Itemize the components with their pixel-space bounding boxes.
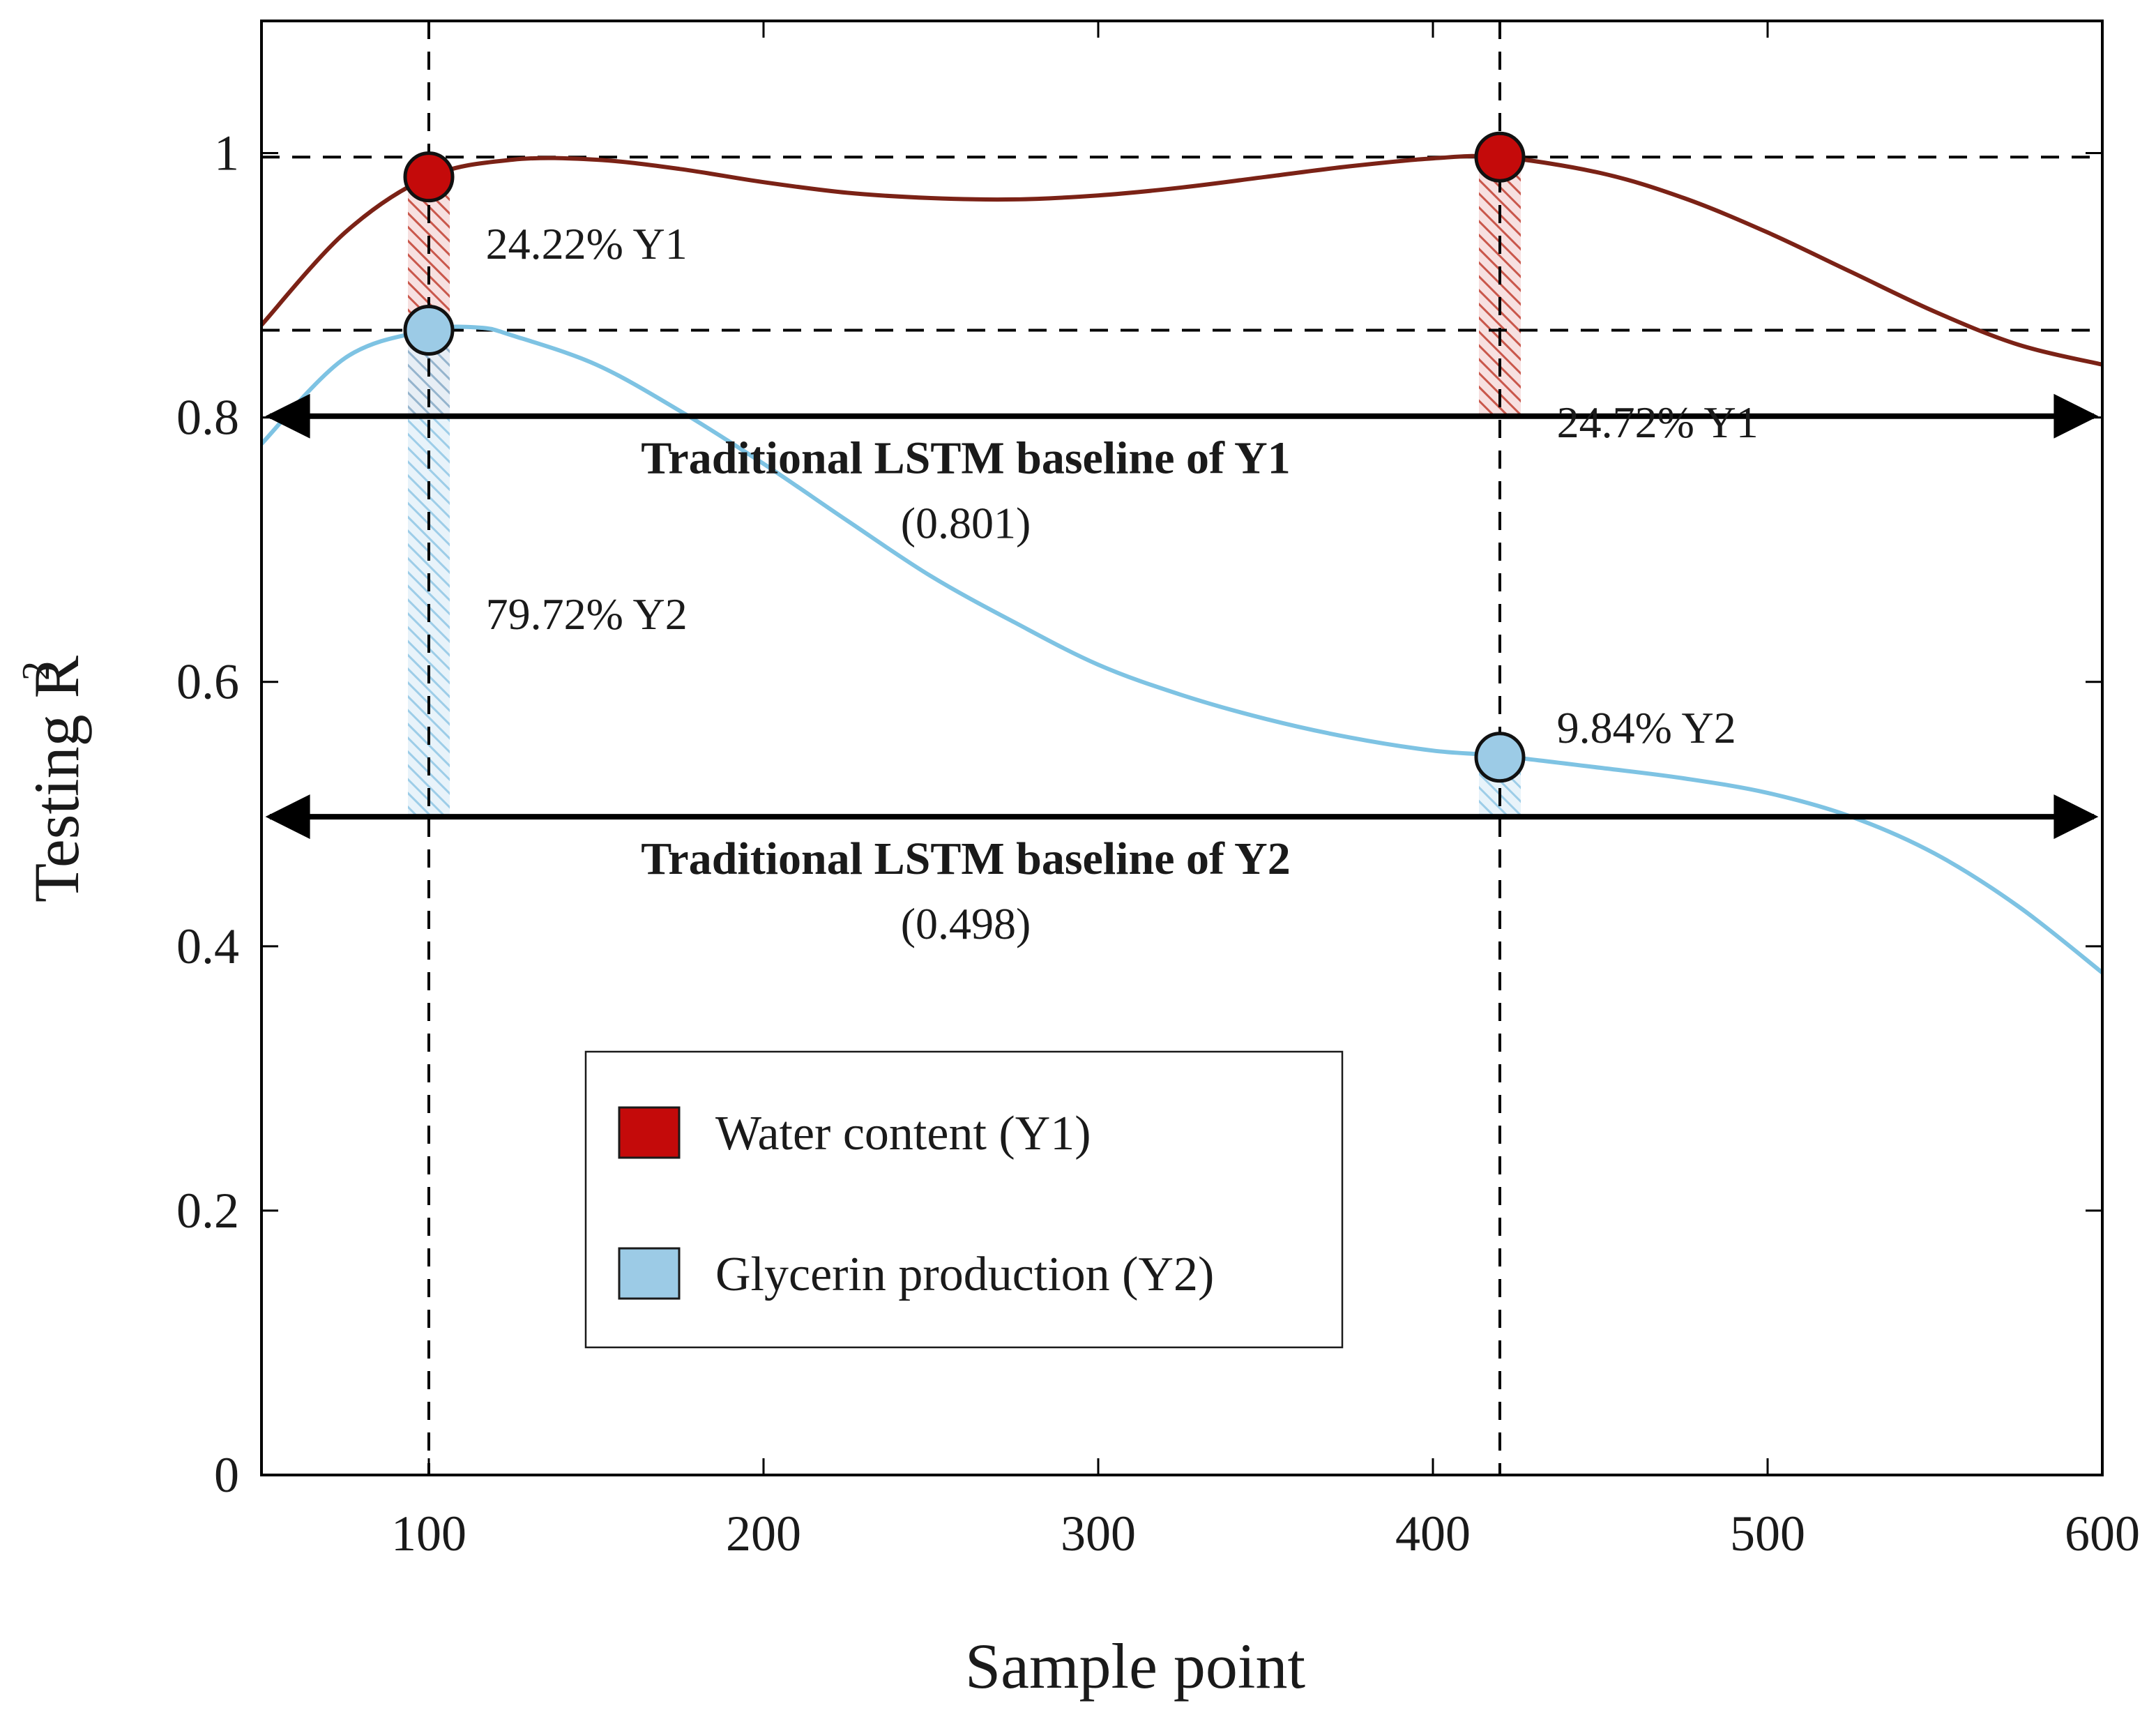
- y-axis-title-superscript: 2: [15, 661, 58, 681]
- y-axis-title-group: Testing R 2: [15, 655, 92, 902]
- x-tick-label-400: 400: [1395, 1506, 1471, 1561]
- x-axis-title: Sample point: [965, 1631, 1306, 1702]
- baseline-value-y1: (0.801): [901, 499, 1031, 548]
- x-tick-label-300: 300: [1061, 1506, 1136, 1561]
- x-tick-label-100: 100: [391, 1506, 466, 1561]
- annotation-0: 24.22% Y1: [486, 219, 688, 268]
- plot-frame: [260, 20, 2104, 1476]
- y-tick-label-1: 0.2: [176, 1183, 239, 1239]
- annotation-2: 24.72% Y1: [1557, 398, 1759, 447]
- y-tick-label-4: 0.8: [176, 390, 239, 446]
- axes: [260, 20, 2104, 1476]
- y-axis-title: Testing R: [21, 655, 92, 902]
- marker-y1-1: [1474, 131, 1526, 183]
- tick-marks: 100 200 300 400 500 600 0 0.2 0.4 0.6 0.8 1: [176, 21, 2140, 1561]
- marker-y2-0: [403, 305, 455, 356]
- y-tick-label-5: 1: [214, 126, 239, 181]
- annotation-3: 9.84% Y2: [1557, 703, 1736, 752]
- x-tick-label-500: 500: [1730, 1506, 1805, 1561]
- annotation-labels: 24.22% Y1 79.72% Y2 24.72% Y1 9.84% Y2: [486, 219, 1759, 752]
- improvement-band-y1-1: [1479, 157, 1521, 416]
- marker-y2-1: [1474, 732, 1526, 783]
- annotation-1: 79.72% Y2: [486, 589, 688, 639]
- highlight-markers: [403, 131, 1526, 783]
- legend-label-glycerin-production: Glycerin production (Y2): [715, 1248, 1214, 1301]
- series-line-water-content: [259, 153, 2103, 367]
- legend-label-water-content: Water content (Y1): [715, 1107, 1091, 1160]
- marker-y1-0: [403, 151, 455, 203]
- baseline-arrows: Traditional LSTM baseline of Y1 (0.801) Tr…: [265, 393, 2099, 948]
- baseline-label-y2: Traditional LSTM baseline of Y2: [641, 833, 1290, 884]
- legend-box: [584, 1050, 1344, 1349]
- legend-swatch-water-content: [618, 1106, 681, 1159]
- x-tick-label-600: 600: [2065, 1506, 2140, 1561]
- baseline-value-y2: (0.498): [901, 899, 1031, 948]
- y-tick-label-3: 0.6: [176, 654, 239, 710]
- legend: Water content (Y1) Glycerin production (…: [584, 1050, 1344, 1349]
- x-tick-label-200: 200: [726, 1506, 801, 1561]
- y-tick-label-0: 0: [214, 1447, 239, 1503]
- y-tick-label-2: 0.4: [176, 918, 239, 974]
- baseline-label-y1: Traditional LSTM baseline of Y1: [641, 433, 1290, 484]
- legend-swatch-glycerin-production: [618, 1247, 681, 1300]
